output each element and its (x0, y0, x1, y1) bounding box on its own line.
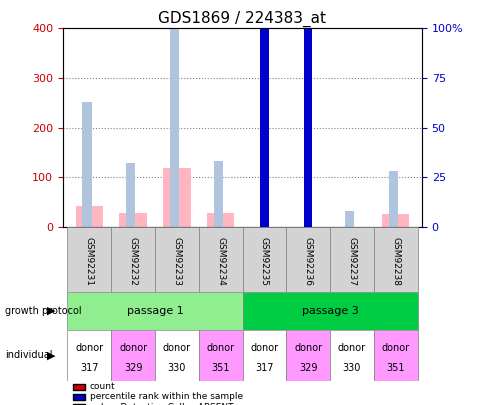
Text: 317: 317 (255, 363, 273, 373)
Bar (286, 330, 329, 381)
Text: GSM92232: GSM92232 (128, 237, 137, 286)
Bar (259, 0, 268, 227)
Text: GSM92233: GSM92233 (172, 237, 181, 286)
Text: count: count (90, 382, 115, 391)
Bar (242, 227, 286, 292)
Bar (155, 227, 198, 292)
Bar (198, 330, 242, 381)
Text: GSM92236: GSM92236 (303, 237, 312, 286)
Text: GSM92234: GSM92234 (216, 237, 225, 286)
Bar (242, 292, 417, 330)
Bar (67, 292, 242, 330)
Bar (111, 330, 155, 381)
Text: donor: donor (337, 343, 365, 353)
Text: 330: 330 (167, 363, 186, 373)
Bar (259, 66, 268, 227)
Bar (259, 139, 268, 144)
Text: passage 1: passage 1 (126, 306, 183, 316)
Text: donor: donor (206, 343, 234, 353)
Text: donor: donor (163, 343, 191, 353)
Text: ▶: ▶ (46, 351, 55, 360)
Bar (286, 227, 329, 292)
Bar (344, 211, 353, 227)
Bar (82, 102, 91, 227)
Bar (206, 213, 234, 227)
Bar (119, 213, 147, 227)
Text: individual: individual (5, 350, 52, 360)
Text: GSM92238: GSM92238 (391, 237, 399, 286)
Bar (373, 330, 417, 381)
Text: percentile rank within the sample: percentile rank within the sample (90, 392, 242, 401)
Text: 329: 329 (123, 363, 142, 373)
Bar (373, 227, 417, 292)
Bar (303, 0, 312, 227)
Text: GSM92231: GSM92231 (85, 237, 93, 286)
Bar (67, 227, 111, 292)
Text: donor: donor (119, 343, 147, 353)
Bar (303, 102, 312, 227)
Bar (329, 227, 373, 292)
Text: donor: donor (381, 343, 409, 353)
Text: 317: 317 (80, 363, 98, 373)
Text: passage 3: passage 3 (301, 306, 358, 316)
Text: 351: 351 (211, 363, 229, 373)
Bar (163, 168, 190, 227)
Text: GSM92237: GSM92237 (347, 237, 356, 286)
Bar (67, 330, 111, 381)
Bar (213, 161, 223, 227)
Text: 330: 330 (342, 363, 361, 373)
Bar (242, 330, 286, 381)
Bar (111, 227, 155, 292)
Text: 351: 351 (386, 363, 404, 373)
Bar (381, 214, 408, 227)
Bar (303, 144, 312, 149)
Text: 329: 329 (298, 363, 317, 373)
Text: ▶: ▶ (46, 306, 55, 316)
Bar (76, 206, 103, 227)
Bar (155, 330, 198, 381)
Bar (198, 227, 242, 292)
Text: value, Detection Call = ABSENT: value, Detection Call = ABSENT (90, 403, 233, 405)
Title: GDS1869 / 224383_at: GDS1869 / 224383_at (158, 11, 326, 27)
Text: donor: donor (293, 343, 321, 353)
Text: donor: donor (250, 343, 278, 353)
Text: GSM92235: GSM92235 (259, 237, 268, 286)
Bar (126, 163, 135, 227)
Text: donor: donor (75, 343, 103, 353)
Text: growth protocol: growth protocol (5, 306, 81, 316)
Bar (169, 18, 179, 227)
Bar (329, 330, 373, 381)
Bar (388, 171, 397, 227)
